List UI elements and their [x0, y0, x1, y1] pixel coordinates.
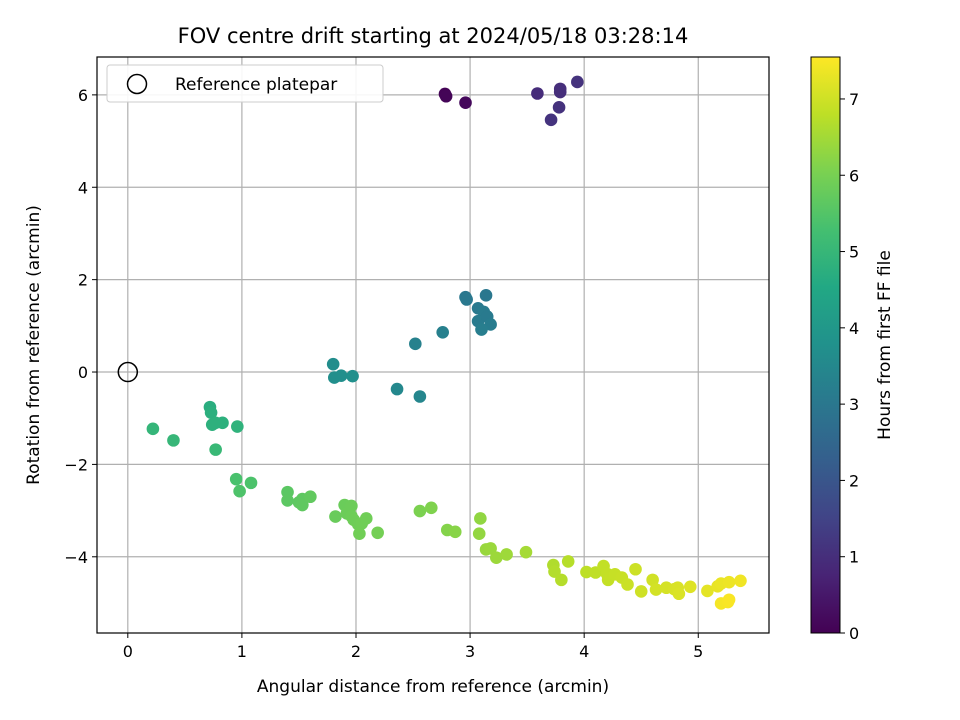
- data-point: [359, 512, 373, 525]
- colorbar-tick-label: 0: [849, 624, 859, 643]
- data-point: [413, 390, 427, 403]
- data-point: [479, 289, 493, 302]
- data-point: [621, 578, 634, 591]
- plot-area: [97, 57, 769, 633]
- data-point: [326, 357, 340, 371]
- data-point: [244, 476, 258, 490]
- x-tick-label: 2: [351, 642, 361, 661]
- x-tick-label: 5: [693, 642, 703, 661]
- data-point: [683, 580, 697, 594]
- x-axis-label: Angular distance from reference (arcmin): [257, 677, 609, 697]
- x-tick-label: 1: [237, 642, 247, 661]
- data-point: [233, 484, 246, 498]
- legend-reference-marker: [126, 73, 148, 95]
- data-point: [353, 527, 366, 540]
- colorbar-label: Hours from first FF file: [875, 250, 895, 440]
- y-tick-label: 2: [78, 271, 88, 290]
- data-point: [281, 494, 294, 507]
- data-point: [701, 584, 714, 598]
- data-point: [634, 585, 648, 598]
- colorbar-tick-label: 3: [849, 395, 859, 414]
- legend-box: [106, 64, 384, 103]
- colorbar-tick-label: 5: [849, 243, 859, 262]
- data-point: [580, 565, 593, 579]
- data-point: [475, 323, 488, 336]
- data-point: [484, 542, 497, 555]
- legend: Reference platepar: [106, 64, 384, 103]
- y-tick-label: 0: [78, 363, 88, 382]
- x-tick-label: 0: [123, 642, 133, 661]
- data-point: [722, 575, 736, 589]
- colorbar-ticks: 0 1 2 3 4 5 6 7: [840, 90, 859, 643]
- data-point: [672, 587, 686, 601]
- colorbar: [810, 56, 841, 634]
- data-point: [490, 551, 503, 565]
- colorbar-tick-label: 6: [849, 166, 859, 185]
- data-point: [552, 101, 566, 114]
- colorbar-tick-label: 7: [849, 90, 859, 109]
- data-point: [424, 501, 438, 515]
- colorbar-tick-label: 2: [849, 471, 859, 490]
- data-point: [334, 369, 348, 383]
- data-point: [413, 504, 427, 518]
- x-tick-label: 4: [579, 642, 589, 661]
- y-tick-label: 6: [78, 86, 88, 105]
- plot-frame: [96, 56, 770, 634]
- data-point: [390, 382, 404, 396]
- scatter-points: [146, 75, 747, 610]
- data-point: [734, 574, 747, 588]
- colorbar-tick-label: 4: [849, 319, 859, 338]
- data-point: [345, 499, 358, 513]
- data-point: [209, 416, 222, 430]
- y-tick-label: −2: [64, 455, 88, 474]
- data-point: [722, 593, 736, 607]
- data-point: [304, 490, 317, 504]
- data-point: [439, 89, 453, 103]
- data-point: [329, 510, 342, 523]
- y-tick-label: −4: [64, 548, 88, 567]
- data-point: [553, 85, 567, 99]
- data-point: [472, 527, 486, 540]
- data-point: [548, 565, 561, 578]
- data-point: [544, 113, 558, 127]
- data-point: [571, 75, 584, 89]
- data-point: [500, 548, 513, 561]
- data-point: [531, 87, 544, 100]
- data-point: [629, 562, 642, 576]
- data-point: [448, 525, 462, 539]
- data-point: [296, 498, 309, 512]
- data-point: [561, 555, 575, 568]
- legend-label: Reference platepar: [175, 75, 337, 95]
- reference-platepar-marker: [117, 361, 139, 383]
- data-point: [346, 369, 359, 383]
- data-point: [146, 422, 160, 436]
- data-point: [167, 434, 180, 447]
- x-tick-label: 3: [465, 642, 475, 661]
- data-point: [209, 443, 222, 456]
- y-axis-ticks: −4 −2 0 2 4 6: [64, 86, 97, 567]
- data-point: [555, 573, 568, 587]
- data-point: [204, 406, 218, 419]
- data-point: [409, 337, 422, 351]
- colorbar-tick-label: 1: [849, 548, 859, 567]
- y-axis-label: Rotation from reference (arcmin): [24, 205, 44, 485]
- data-point: [646, 573, 659, 587]
- chart-title: FOV centre drift starting at 2024/05/18 …: [178, 24, 689, 48]
- x-axis-ticks: 0 1 2 3 4 5: [123, 633, 703, 661]
- data-point: [229, 472, 243, 486]
- data-point: [649, 583, 663, 596]
- data-point: [459, 96, 472, 110]
- y-tick-label: 4: [78, 178, 88, 197]
- data-point: [460, 293, 473, 306]
- data-point: [474, 512, 487, 525]
- data-point: [371, 526, 384, 540]
- data-point: [231, 420, 244, 433]
- data-point: [519, 545, 533, 559]
- data-point: [436, 325, 449, 339]
